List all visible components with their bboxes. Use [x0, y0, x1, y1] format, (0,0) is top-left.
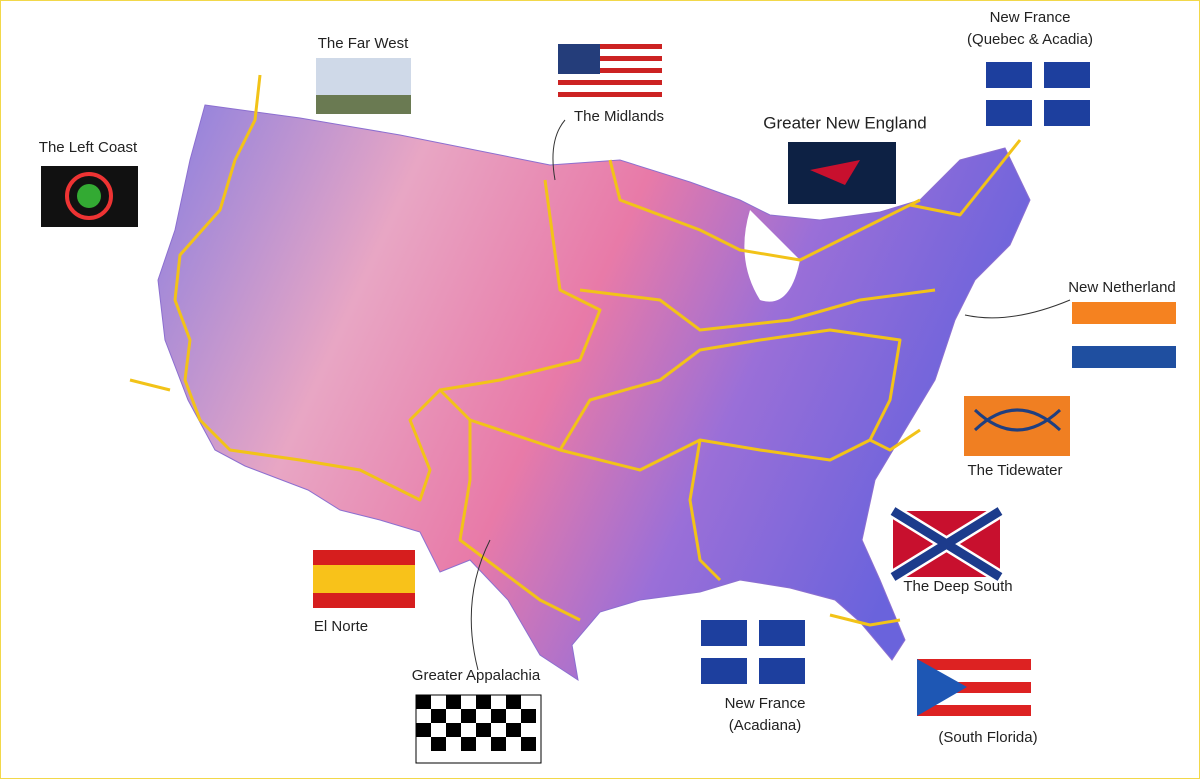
flag-acadiana [701, 620, 805, 684]
flag-patriots [788, 142, 896, 204]
region-label: The Midlands [574, 108, 664, 125]
flag-quebec [986, 62, 1090, 126]
region-label: (Quebec & Acadia) [967, 31, 1093, 48]
flag-us [558, 44, 662, 100]
flags [41, 44, 1176, 764]
region-label: (Acadiana) [729, 717, 802, 734]
flag-nascar [415, 694, 542, 764]
region-label: The Deep South [903, 578, 1012, 595]
region-label: New Netherland [1068, 279, 1176, 296]
region-label: Greater Appalachia [412, 667, 541, 684]
region-label: The Far West [318, 35, 409, 52]
pointers [470, 119, 1071, 671]
region-label: Greater New England [763, 113, 926, 132]
region-label: New France [990, 9, 1071, 26]
labels: The Far West The Midlands Greater New Engl… [39, 9, 1176, 746]
flag-far-west [316, 58, 411, 114]
flag-el-norte [313, 550, 415, 608]
flag-puerto-rico [917, 659, 1031, 716]
flag-tidewater [964, 396, 1070, 456]
flag-left-coast [41, 166, 138, 227]
flag-deep-south [889, 505, 1004, 583]
region-label: The Tidewater [967, 462, 1062, 479]
region-label: El Norte [314, 618, 368, 635]
region-label: (South Florida) [938, 729, 1037, 746]
region-label: New France [725, 695, 806, 712]
region-label: The Left Coast [39, 139, 138, 156]
region-borders [129, 74, 1022, 627]
flag-new-netherland [1072, 302, 1176, 368]
